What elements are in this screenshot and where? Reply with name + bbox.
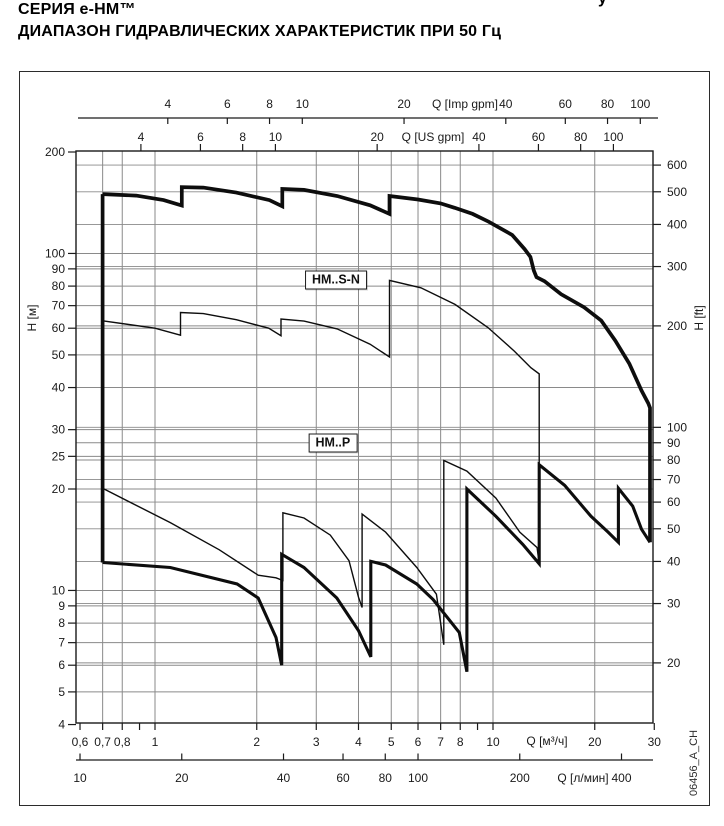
x-lmin-tick-label: 400 (611, 771, 631, 785)
x-impgpm-tick-label: 80 (601, 97, 615, 111)
x-m3h-tick-label: 5 (388, 735, 395, 749)
curve-hm-sn-bottom-envelope (102, 279, 540, 564)
x-m3h-tick-label: 2 (253, 735, 260, 749)
y-right-tick-label: 400 (667, 217, 687, 231)
y-left-tick-label: 5 (58, 685, 65, 699)
x-m3h-tick-label: 0,7 (94, 735, 111, 749)
y-left-tick-label: 7 (58, 636, 65, 650)
x-impgpm-tick-label: 20 (397, 97, 411, 111)
page-title-line1: СЕРИЯ e-HM™ (18, 1, 136, 18)
y-right-tick-label: 40 (667, 554, 681, 568)
curve-hm-sn-top-envelope (102, 185, 652, 543)
x-lmin-tick-label: 200 (510, 771, 530, 785)
curve-hm-p-top-envelope (102, 459, 540, 645)
x-lmin-tick-label: 60 (336, 771, 350, 785)
y-left-tick-label: 100 (45, 246, 65, 260)
x-usgpm-tick-label: 6 (197, 130, 204, 144)
y-right-tick-label: 60 (667, 495, 681, 509)
y-left-tick-label: 6 (58, 658, 65, 672)
y-right-tick-label: 50 (667, 522, 681, 536)
x-m3h-tick-label: 1 (152, 735, 159, 749)
y-left-tick-label: 25 (52, 449, 66, 463)
y-left-tick-label: 20 (52, 482, 66, 496)
y-right-tick-label: 100 (667, 420, 687, 434)
y-left-tick-label: 90 (52, 262, 66, 276)
x-impgpm-tick-label: 8 (266, 97, 273, 111)
x-m3h-tick-label: 3 (313, 735, 320, 749)
x-usgpm-axis-title: Q [US gpm] (402, 130, 465, 144)
x-m3h-tick-label: 7 (437, 735, 444, 749)
y-right-tick-label: 300 (667, 260, 687, 274)
page-cut-fragment: у (598, 0, 607, 8)
x-lmin-tick-label: 40 (277, 771, 291, 785)
x-lmin-tick-label: 80 (379, 771, 393, 785)
series-label-hm-sn: HM..S-N (304, 270, 367, 290)
y-right-tick-label: 80 (667, 453, 681, 467)
y-right-tick-label: 500 (667, 185, 687, 199)
series-label-hm-p: HM..P (308, 433, 358, 453)
x-usgpm-tick-label: 8 (239, 130, 246, 144)
y-left-tick-label: 60 (52, 321, 66, 335)
x-lmin-tick-label: 10 (73, 771, 87, 785)
x-lmin-tick-label: 20 (175, 771, 189, 785)
x-m3h-tick-label: 4 (355, 735, 362, 749)
y-right-tick-label: 20 (667, 656, 681, 670)
y-right-axis-title: H [ft] (692, 305, 706, 330)
y-right-tick-label: 30 (667, 597, 681, 611)
y-left-tick-label: 200 (45, 145, 65, 159)
x-usgpm-tick-label: 60 (532, 130, 546, 144)
y-left-tick-label: 30 (52, 423, 66, 437)
y-left-axis-title: H [м] (25, 305, 39, 332)
x-usgpm-tick-label: 4 (138, 130, 145, 144)
x-usgpm-tick-label: 40 (472, 130, 486, 144)
x-lmin-axis-title: Q [л/мин] (557, 771, 608, 785)
y-left-tick-label: 8 (58, 616, 65, 630)
y-left-tick-label: 80 (52, 279, 66, 293)
plot-frame (75, 150, 654, 724)
y-right-tick-label: 600 (667, 158, 687, 172)
curve-hm-p-bottom-envelope (102, 461, 652, 672)
x-impgpm-tick-label: 6 (224, 97, 231, 111)
x-impgpm-axis-title: Q [Imp gpm] (432, 97, 498, 111)
y-left-tick-label: 9 (58, 599, 65, 613)
x-impgpm-tick-label: 60 (559, 97, 573, 111)
x-usgpm-tick-label: 20 (370, 130, 384, 144)
x-m3h-tick-label: 30 (648, 735, 662, 749)
x-impgpm-tick-label: 10 (296, 97, 310, 111)
y-left-tick-label: 50 (52, 348, 66, 362)
y-left-tick-label: 40 (52, 381, 66, 395)
y-right-tick-label: 200 (667, 319, 687, 333)
x-usgpm-tick-label: 100 (603, 130, 623, 144)
y-right-tick-label: 70 (667, 473, 681, 487)
x-m3h-tick-label: 8 (457, 735, 464, 749)
x-m3h-tick-label: 0,8 (114, 735, 131, 749)
watermark-text: 06456_A_CH (688, 730, 700, 796)
x-usgpm-tick-label: 80 (574, 130, 588, 144)
x-impgpm-tick-label: 40 (499, 97, 513, 111)
y-left-tick-label: 70 (52, 299, 66, 313)
x-impgpm-tick-label: 4 (164, 97, 171, 111)
x-m3h-tick-label: 20 (588, 735, 602, 749)
y-right-tick-label: 90 (667, 436, 681, 450)
x-m3h-tick-label: 6 (415, 735, 422, 749)
y-left-tick-label: 4 (58, 718, 65, 732)
x-impgpm-tick-label: 100 (630, 97, 650, 111)
x-usgpm-tick-label: 10 (269, 130, 283, 144)
x-lmin-tick-label: 100 (408, 771, 428, 785)
x-m3h-axis-title: Q [м³/ч] (526, 734, 567, 748)
y-left-tick-label: 10 (52, 583, 66, 597)
x-m3h-tick-label: 0,6 (72, 735, 89, 749)
x-m3h-tick-label: 10 (486, 735, 500, 749)
page-title-line2: ДИАПАЗОН ГИДРАВЛИЧЕСКИХ ХАРАКТЕРИСТИК ПР… (18, 23, 502, 40)
